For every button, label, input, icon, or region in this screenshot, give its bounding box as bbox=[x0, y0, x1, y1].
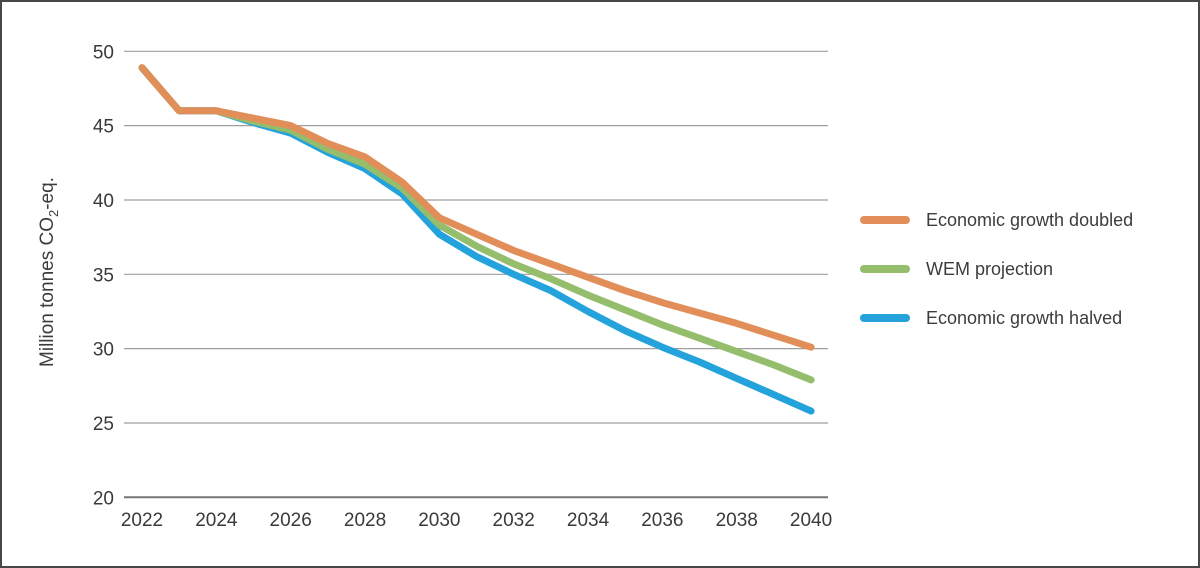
legend-item-economic-growth-halved: Economic growth halved bbox=[860, 304, 1133, 332]
x-tick-label: 2026 bbox=[270, 510, 312, 531]
x-tick-label: 2040 bbox=[790, 510, 832, 531]
y-tick-label: 30 bbox=[93, 340, 114, 361]
x-tick-label: 2032 bbox=[493, 510, 535, 531]
x-tick-label: 2028 bbox=[344, 510, 386, 531]
y-tick-label: 35 bbox=[93, 265, 114, 286]
y-axis-title-suffix: -eq. bbox=[37, 177, 58, 210]
legend-item-economic-growth-doubled: Economic growth doubled bbox=[860, 206, 1133, 234]
x-tick-label: 2038 bbox=[716, 510, 758, 531]
legend-label: WEM projection bbox=[926, 258, 1054, 279]
legend-swatch-green bbox=[860, 265, 910, 273]
y-axis-title-subscript: 2 bbox=[46, 209, 61, 218]
legend-item-wem-projection: WEM projection bbox=[860, 255, 1133, 283]
y-axis-title: Million tonnes CO2-eq. bbox=[37, 177, 61, 367]
x-tick-label: 2036 bbox=[641, 510, 683, 531]
legend-label: Economic growth halved bbox=[926, 307, 1123, 328]
y-tick-label: 40 bbox=[93, 191, 114, 212]
y-tick-label: 20 bbox=[93, 488, 114, 509]
y-tick-label: 45 bbox=[93, 117, 114, 138]
x-tick-label: 2024 bbox=[195, 510, 238, 531]
legend: Economic growth doubled WEM projection E… bbox=[860, 206, 1133, 332]
y-tick-label: 50 bbox=[93, 42, 114, 63]
x-tick-label: 2022 bbox=[121, 510, 163, 531]
series-line-0 bbox=[138, 64, 815, 351]
y-tick-label: 25 bbox=[93, 414, 114, 435]
legend-swatch-orange bbox=[860, 216, 910, 224]
x-tick-label: 2034 bbox=[567, 510, 610, 531]
legend-label: Economic growth doubled bbox=[926, 209, 1134, 230]
y-axis-title-text: Million tonnes CO bbox=[37, 217, 58, 367]
x-tick-label: 2030 bbox=[418, 510, 460, 531]
legend-swatch-blue bbox=[860, 314, 910, 322]
